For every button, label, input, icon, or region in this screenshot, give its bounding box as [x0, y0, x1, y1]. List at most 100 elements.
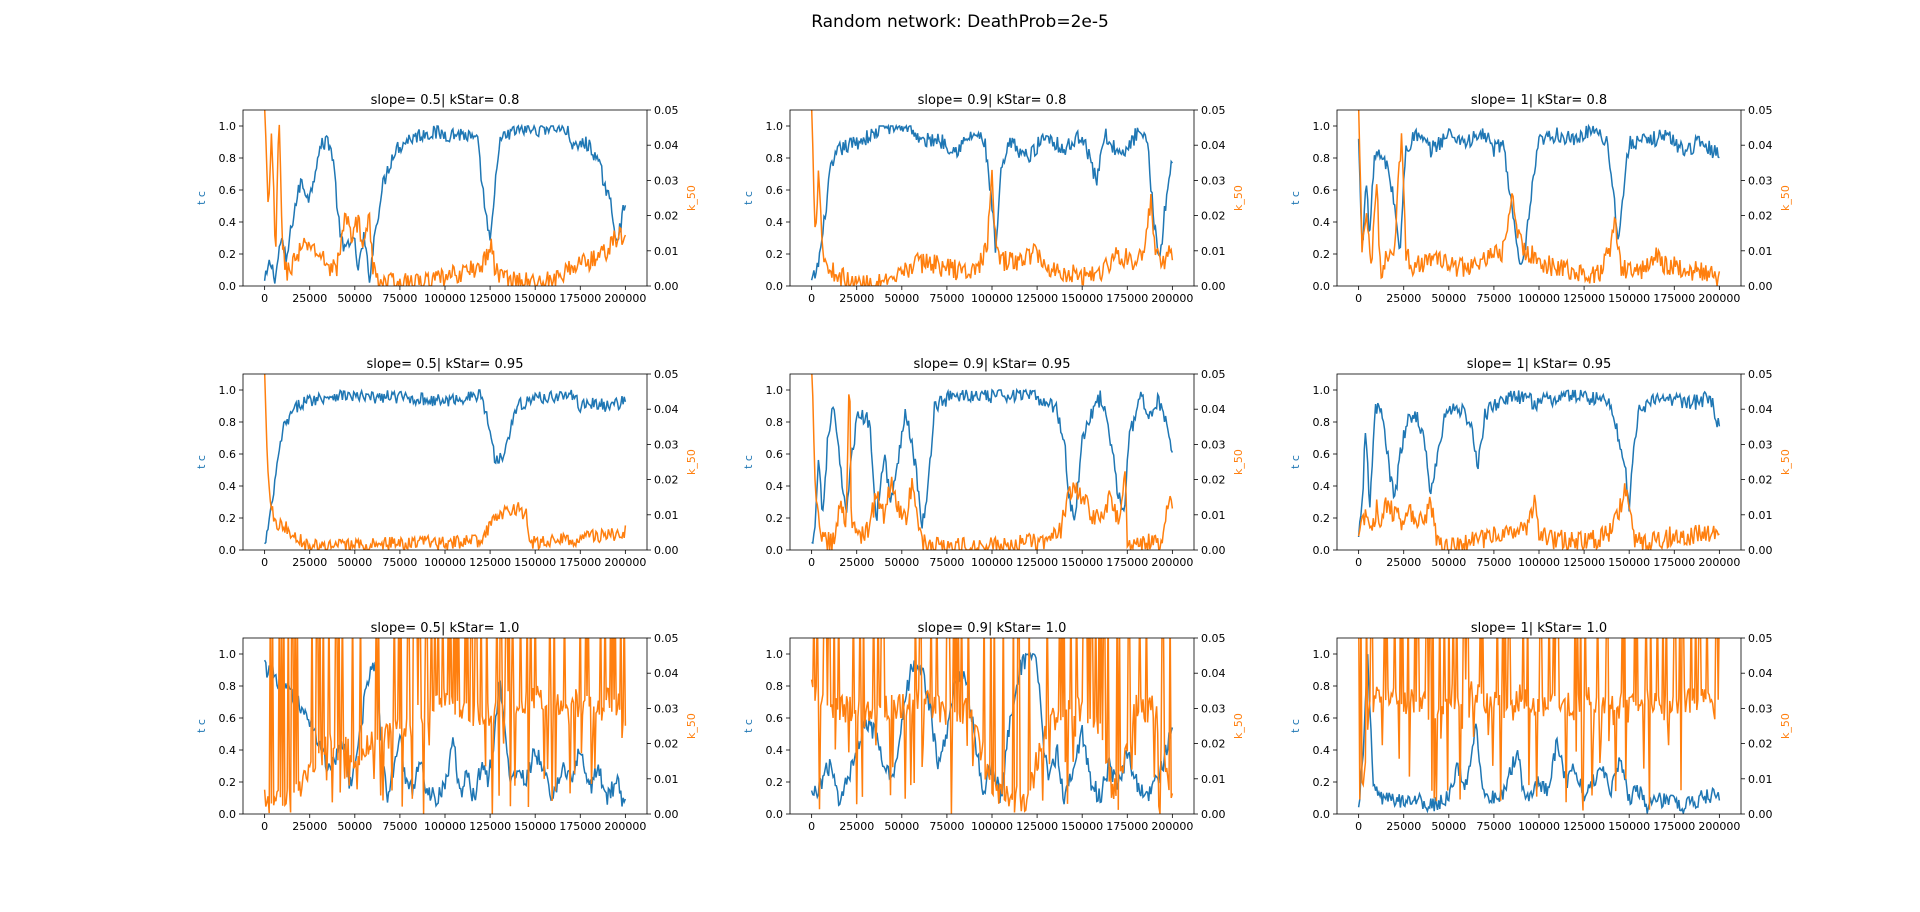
y-right-tick-label: 0.04	[1201, 403, 1226, 416]
x-tick-label: 25000	[292, 820, 327, 833]
subplot-2: 0 25000 50000 75000 100000 125000 150000 175000…	[742, 93, 1245, 305]
y-right-tick-label: 0.02	[1748, 738, 1773, 751]
subplot-title: slope= 0.9| kStar= 1.0	[918, 621, 1067, 636]
x-tick-label: 200000	[1698, 292, 1740, 305]
y-left-tick-label: 0.4	[1313, 480, 1331, 493]
y-left-tick-label: 1.0	[1313, 120, 1331, 133]
series-line-k50	[1358, 638, 1720, 811]
series-line-k50	[810, 110, 1174, 286]
y-left-tick-label: 0.2	[219, 512, 237, 525]
y-right-tick-label: 0.03	[1201, 438, 1226, 451]
y-left-tick-label: 0.2	[1313, 248, 1331, 261]
x-tick-label: 150000	[1608, 292, 1650, 305]
x-tick-label: 0	[261, 820, 268, 833]
y-right-tick-label: 0.04	[1748, 403, 1773, 416]
x-tick-label: 50000	[1431, 556, 1466, 569]
y-left-tick-label: 0.2	[766, 776, 784, 789]
x-tick-label: 150000	[1608, 820, 1650, 833]
y-left-tick-label: 0.4	[766, 216, 784, 229]
y-left-tick-label: 0.6	[1313, 184, 1331, 197]
y-right-label: k_50	[1232, 449, 1245, 475]
y-right-tick-label: 0.01	[1748, 509, 1773, 522]
y-left-tick-label: 0.4	[766, 480, 784, 493]
x-tick-label: 125000	[1563, 292, 1605, 305]
x-tick-label: 75000	[929, 292, 964, 305]
y-left-tick-label: 0.0	[1313, 544, 1331, 557]
y-right-tick-label: 0.03	[1748, 174, 1773, 187]
x-tick-label: 0	[808, 292, 815, 305]
y-left-tick-label: 0.0	[766, 544, 784, 557]
subplot-title: slope= 1| kStar= 1.0	[1471, 621, 1607, 636]
x-tick-label: 50000	[1431, 820, 1466, 833]
series-line-k50	[263, 374, 627, 550]
series-line-tc	[264, 388, 627, 545]
x-tick-label: 175000	[1653, 820, 1695, 833]
x-tick-label: 150000	[514, 820, 556, 833]
y-right-tick-label: 0.02	[654, 474, 679, 487]
y-right-tick-label: 0.04	[1201, 667, 1226, 680]
y-left-tick-label: 0.6	[1313, 448, 1331, 461]
y-right-tick-label: 0.05	[1201, 632, 1226, 645]
x-tick-label: 175000	[1106, 292, 1148, 305]
subplot-4: 0 25000 50000 75000 100000 125000 150000 175000…	[195, 357, 698, 569]
y-right-tick-label: 0.05	[1201, 368, 1226, 381]
y-left-label: t c	[1289, 455, 1302, 469]
x-tick-label: 75000	[929, 820, 964, 833]
y-right-tick-label: 0.00	[1748, 808, 1773, 821]
x-tick-label: 125000	[469, 820, 511, 833]
y-left-tick-label: 1.0	[219, 648, 237, 661]
x-tick-label: 75000	[1476, 292, 1511, 305]
x-tick-label: 125000	[1016, 292, 1058, 305]
series-line-tc	[811, 387, 1174, 545]
x-tick-label: 25000	[839, 820, 874, 833]
x-tick-label: 0	[808, 820, 815, 833]
y-left-tick-label: 0.2	[766, 512, 784, 525]
y-right-tick-label: 0.00	[654, 544, 679, 557]
y-right-tick-label: 0.03	[1748, 702, 1773, 715]
x-tick-label: 0	[261, 556, 268, 569]
y-right-tick-label: 0.02	[654, 210, 679, 223]
y-left-tick-label: 0.6	[766, 448, 784, 461]
subplot-5: 0 25000 50000 75000 100000 125000 150000 175000…	[742, 357, 1245, 569]
x-tick-label: 50000	[337, 556, 372, 569]
y-right-tick-label: 0.01	[1201, 773, 1226, 786]
x-tick-label: 50000	[884, 556, 919, 569]
y-right-tick-label: 0.00	[1201, 808, 1226, 821]
subplot-1: 0 25000 50000 75000 100000 125000 150000 175000…	[195, 93, 698, 305]
series-line-tc	[1357, 389, 1721, 538]
y-left-tick-label: 0.4	[219, 216, 237, 229]
x-tick-label: 75000	[929, 556, 964, 569]
y-left-tick-label: 0.8	[766, 152, 784, 165]
series-line-k50	[263, 110, 627, 286]
y-left-tick-label: 0.8	[1313, 680, 1331, 693]
y-right-tick-label: 0.05	[654, 632, 679, 645]
y-left-tick-label: 0.2	[766, 248, 784, 261]
series-line-tc	[1357, 654, 1721, 814]
y-left-label: t c	[742, 191, 755, 205]
subplot-title: slope= 1| kStar= 0.95	[1467, 357, 1612, 372]
x-tick-label: 100000	[1518, 292, 1560, 305]
subplot-7: 0 25000 50000 75000 100000 125000 150000 175000…	[195, 621, 698, 833]
y-right-tick-label: 0.01	[1201, 509, 1226, 522]
y-left-tick-label: 0.6	[1313, 712, 1331, 725]
x-tick-label: 25000	[839, 292, 874, 305]
x-tick-label: 25000	[1386, 292, 1421, 305]
series-line-k50	[810, 638, 1174, 814]
y-left-tick-label: 0.4	[766, 744, 784, 757]
x-tick-label: 50000	[884, 292, 919, 305]
y-right-tick-label: 0.00	[1748, 280, 1773, 293]
y-left-tick-label: 1.0	[1313, 648, 1331, 661]
x-tick-label: 50000	[884, 820, 919, 833]
x-tick-label: 175000	[1653, 292, 1695, 305]
x-tick-label: 0	[1355, 556, 1362, 569]
x-tick-label: 200000	[1151, 820, 1193, 833]
y-left-tick-label: 0.6	[219, 448, 237, 461]
x-tick-label: 100000	[424, 292, 466, 305]
x-tick-label: 125000	[1563, 820, 1605, 833]
x-tick-label: 175000	[559, 556, 601, 569]
x-tick-label: 75000	[382, 820, 417, 833]
subplot-title: slope= 1| kStar= 0.8	[1471, 93, 1607, 108]
y-right-label: k_50	[685, 185, 698, 211]
x-tick-label: 50000	[1431, 292, 1466, 305]
